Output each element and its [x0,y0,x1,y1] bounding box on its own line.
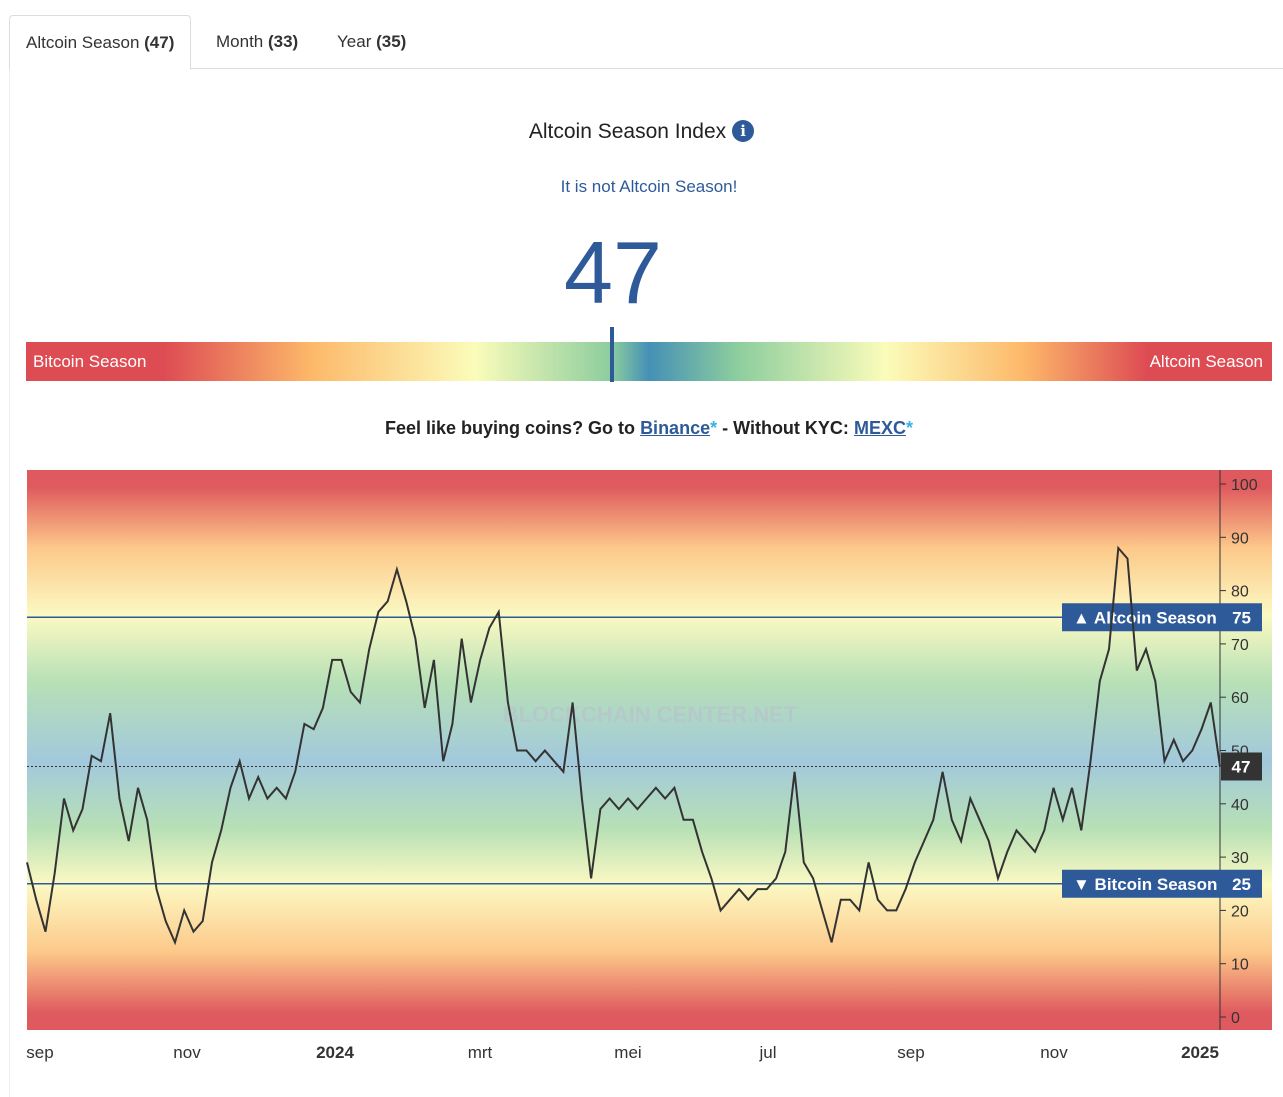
y-tick-label: 80 [1231,584,1249,601]
y-tick-label: 30 [1231,850,1249,867]
info-icon[interactable]: i [732,120,755,142]
threshold-value: 25 [1232,875,1251,894]
x-tick-label: sep [897,1043,924,1062]
tab-label: Month [216,32,264,51]
index-line [26,545,1221,946]
y-tick-label: 90 [1231,530,1249,547]
tab-month[interactable]: Month (33) [200,15,314,68]
tab-count: (33) [267,32,299,51]
threshold-badge [1062,603,1262,632]
x-tick-label: sep [26,1043,53,1062]
gauge-marker [609,327,614,382]
tab-count: (35) [376,32,407,51]
x-tick-label: nov [1040,1043,1068,1062]
y-tick-label: 0 [1231,1010,1240,1027]
x-tick-label: 2025 [1181,1043,1219,1062]
promo-text-1: Feel like buying coins? Go to [385,418,636,438]
gauge-left-label: Bitcoin Season [33,352,147,371]
y-tick-label: 70 [1231,637,1249,654]
y-tick-label: 60 [1231,690,1249,707]
asterisk: * [710,418,718,438]
tab-bar: Altcoin Season (47) Month (33) Year (35) [9,15,1283,70]
x-tick-label: mei [614,1043,641,1062]
asterisk: * [905,418,913,438]
altcoin-season-chart: BLOCKCHAIN CENTER.NET 010203040506070809… [26,470,1272,1062]
y-tick-label: 100 [1231,477,1258,494]
season-gauge: Bitcoin Season Altcoin Season [26,342,1272,381]
mexc-link[interactable]: MEXC [853,418,906,438]
title-text: Altcoin Season Index [528,120,727,143]
watermark: BLOCKCHAIN CENTER.NET [503,702,798,727]
y-tick-label: 10 [1231,957,1249,974]
tab-year[interactable]: Year (35) [321,15,422,68]
threshold-label: ▼ Bitcoin Season [1073,875,1217,894]
threshold-value: 75 [1232,608,1251,627]
tab-altcoin-season[interactable]: Altcoin Season (47) [9,15,192,70]
page-title: Altcoin Season Index i [0,120,1283,144]
tab-label: Altcoin Season [26,33,140,52]
x-tick-label: nov [173,1043,201,1062]
index-value: 47 [564,223,662,322]
threshold-label: ▲ Altcoin Season [1073,608,1217,627]
x-tick-label: mrt [468,1043,493,1062]
promo-text-2: - Without KYC: [722,418,849,438]
x-tick-label: jul [758,1043,776,1062]
y-tick-label: 40 [1231,797,1249,814]
binance-link[interactable]: Binance [640,418,711,438]
chart-background [27,470,1272,1030]
current-value-label: 47 [1232,757,1251,776]
current-value-badge [1221,752,1262,781]
promo-text: Feel like buying coins? Go to Binance* -… [0,418,1283,439]
threshold-badge [1062,869,1262,898]
x-tick-label: 2024 [316,1043,354,1062]
tab-count: (47) [144,33,175,52]
tab-label: Year [337,32,372,51]
y-tick-label: 20 [1231,903,1249,920]
panel-border [9,69,10,1097]
gauge-right-label: Altcoin Season [1149,352,1263,371]
season-status: It is not Altcoin Season! [560,177,738,196]
